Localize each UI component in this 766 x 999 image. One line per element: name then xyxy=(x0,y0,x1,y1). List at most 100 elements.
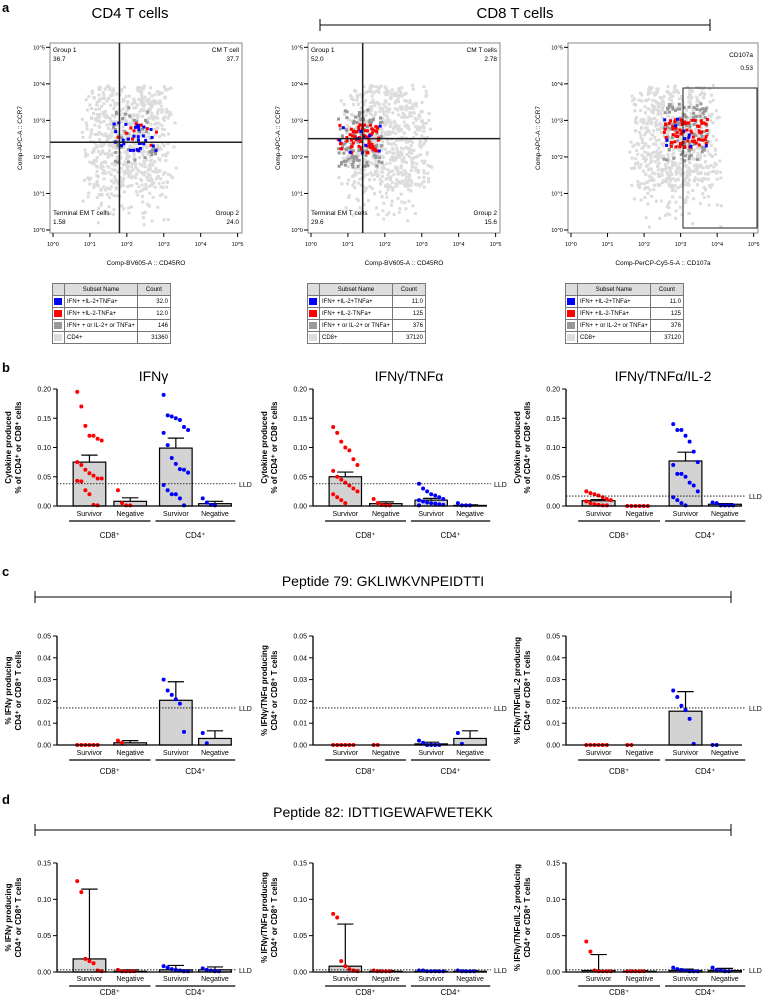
y-tick-label: 0.20 xyxy=(37,387,51,394)
event-dot xyxy=(663,118,667,122)
background-cell-dot xyxy=(141,153,145,157)
subset-name: IFN+ + or IL-2+ or TNFa+ xyxy=(64,319,138,332)
background-cell-dot xyxy=(706,172,710,176)
background-cell-dot xyxy=(404,91,408,95)
background-cell-dot xyxy=(633,120,637,124)
background-cell-dot xyxy=(369,113,373,117)
background-cell-dot xyxy=(695,95,699,99)
background-cell-dot xyxy=(692,148,696,152)
background-cell-dot xyxy=(373,192,377,196)
background-cell-dot xyxy=(352,114,356,118)
background-cell-dot xyxy=(148,174,152,178)
background-cell-dot xyxy=(347,196,351,200)
background-cell-dot xyxy=(150,94,154,98)
x-tick-label: 10^1 xyxy=(342,242,354,248)
lld-label: LLD xyxy=(749,494,762,501)
subset-count: 125 xyxy=(649,307,684,320)
background-cell-dot xyxy=(135,138,139,142)
bar-survivor xyxy=(668,710,703,746)
event-dot xyxy=(676,117,680,121)
background-cell-dot xyxy=(147,116,151,120)
background-cell-dot xyxy=(146,179,150,183)
background-cell-dot xyxy=(399,150,403,154)
event-dot xyxy=(666,135,670,139)
background-cell-dot xyxy=(142,173,146,177)
background-cell-dot xyxy=(658,216,662,220)
background-cell-dot xyxy=(115,179,119,183)
group-label: CD8⁺ xyxy=(100,767,120,776)
background-cell-dot xyxy=(162,128,166,132)
background-cell-dot xyxy=(169,112,173,116)
quadrant-value: 2.78 xyxy=(484,56,497,63)
background-cell-dot xyxy=(111,93,115,97)
subset-table-cd8: Subset Name Count IFN+ +IL-2+TNFa+ 11.0 IFN+… xyxy=(307,283,426,344)
event-dot xyxy=(670,140,674,144)
background-cell-dot xyxy=(703,177,707,181)
data-point xyxy=(604,496,609,501)
data-point xyxy=(204,741,209,746)
background-cell-dot xyxy=(386,182,390,186)
background-cell-dot xyxy=(137,169,141,173)
background-cell-dot xyxy=(378,178,382,182)
background-cell-dot xyxy=(110,134,114,138)
background-cell-dot xyxy=(367,199,371,203)
data-point xyxy=(710,500,715,505)
background-cell-dot xyxy=(719,176,723,180)
data-point xyxy=(679,471,684,476)
background-cell-dot xyxy=(133,142,137,146)
background-cell-dot xyxy=(171,176,175,180)
background-cell-dot xyxy=(639,163,643,167)
background-cell-dot xyxy=(421,119,425,123)
background-cell-dot xyxy=(632,197,636,201)
background-cell-dot xyxy=(404,171,408,175)
event-dot xyxy=(669,119,673,123)
background-cell-dot xyxy=(691,108,695,112)
chart-title: IFNγ/TNFα/IL-2 xyxy=(615,368,712,384)
background-cell-dot xyxy=(375,169,379,173)
category-label: Survivor xyxy=(673,976,699,983)
background-cell-dot xyxy=(143,95,147,99)
data-point xyxy=(433,493,438,498)
background-cell-dot xyxy=(665,111,669,115)
background-cell-dot xyxy=(648,175,652,179)
event-dot xyxy=(373,129,377,133)
event-dot xyxy=(357,144,361,148)
background-cell-dot xyxy=(153,122,157,126)
event-dot xyxy=(380,120,384,124)
background-cell-dot xyxy=(97,99,101,103)
y-tick-label: 0.05 xyxy=(546,933,560,940)
event-dot xyxy=(692,139,696,143)
background-cell-dot xyxy=(356,198,360,202)
y-tick-label: 10^2 xyxy=(551,155,563,161)
y-tick-label: 10^1 xyxy=(551,191,563,197)
background-cell-dot xyxy=(88,135,92,139)
event-dot xyxy=(663,111,667,115)
color-swatch xyxy=(567,334,575,341)
background-cell-dot xyxy=(385,130,389,134)
event-dot xyxy=(128,148,132,152)
category-label: Survivor xyxy=(163,511,189,518)
data-point xyxy=(417,738,422,743)
data-point xyxy=(441,496,446,501)
background-cell-dot xyxy=(424,95,428,99)
event-dot xyxy=(150,153,154,157)
background-cell-dot xyxy=(146,202,150,206)
quadrant-name: Terminal EM T cells xyxy=(311,210,368,217)
background-cell-dot xyxy=(141,164,145,168)
background-cell-dot xyxy=(388,107,392,111)
y-tick-label: 0.15 xyxy=(293,416,307,423)
data-point xyxy=(75,389,80,394)
event-dot xyxy=(679,132,683,136)
background-cell-dot xyxy=(136,87,140,91)
background-cell-dot xyxy=(659,123,663,127)
background-cell-dot xyxy=(102,112,106,116)
event-dot xyxy=(374,144,378,148)
background-cell-dot xyxy=(165,110,169,114)
background-cell-dot xyxy=(102,97,106,101)
data-point xyxy=(181,467,186,472)
background-cell-dot xyxy=(85,108,89,112)
event-dot xyxy=(366,164,370,168)
background-cell-dot xyxy=(647,91,651,95)
background-cell-dot xyxy=(409,144,413,148)
y-tick-label: 0.00 xyxy=(293,743,307,750)
